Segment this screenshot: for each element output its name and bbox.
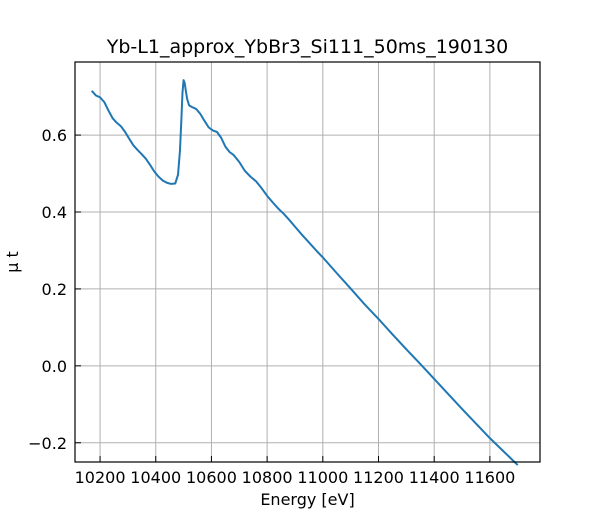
x-tick-label: 11400 [409, 468, 460, 487]
x-tick-label: 10200 [75, 468, 126, 487]
x-tick-label: 10400 [130, 468, 181, 487]
x-tick-label: 11200 [353, 468, 404, 487]
y-tick-label: 0.4 [42, 203, 67, 222]
series-line [90, 79, 519, 466]
grid [75, 62, 540, 462]
ticks: 10200 10400 10600 10800 11000 11200 11400 11600… [28, 126, 515, 487]
y-tick-label: −0.2 [28, 434, 67, 453]
x-tick-label: 11000 [297, 468, 348, 487]
y-tick-label: 0.2 [42, 280, 67, 299]
axes-frame [74, 61, 541, 463]
chart-title: Yb-L1_approx_YbBr3_Si111_50ms_190130 [106, 36, 508, 58]
plot-data [90, 79, 519, 466]
y-tick-label: 0.6 [42, 126, 67, 145]
x-tick-label: 10600 [186, 468, 237, 487]
y-tick-label: 0.0 [42, 357, 67, 376]
x-tick-label: 10800 [242, 468, 293, 487]
x-tick-label: 11600 [464, 468, 515, 487]
x-axis-label: Energy [eV] [260, 490, 354, 509]
y-axis-label: μ t [3, 251, 22, 273]
